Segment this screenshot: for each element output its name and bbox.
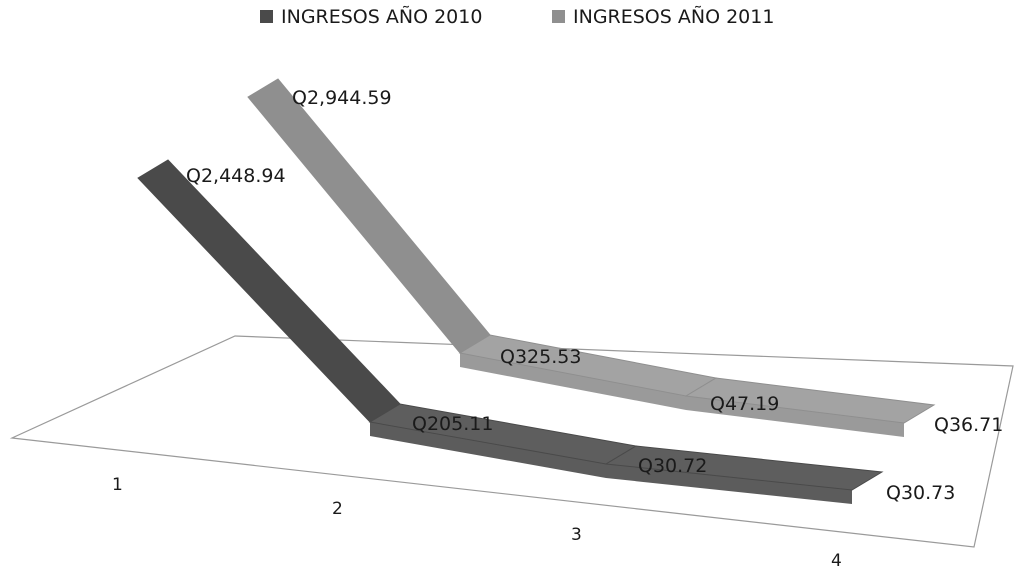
x-tick-label: 4 xyxy=(831,551,842,570)
series-segment-edge xyxy=(686,396,904,437)
series-segment-edge xyxy=(606,464,852,504)
legend-label-2010: INGRESOS AÑO 2010 xyxy=(281,5,482,28)
data-label: Q205.11 xyxy=(412,413,493,435)
data-label: Q47.19 xyxy=(710,393,779,415)
data-label: Q325.53 xyxy=(500,346,581,368)
x-tick-label: 2 xyxy=(332,499,343,519)
legend-label-2011: INGRESOS AÑO 2011 xyxy=(573,5,774,28)
series-2010 xyxy=(137,159,884,504)
data-label: Q36.71 xyxy=(934,414,1003,436)
series-2011 xyxy=(247,78,936,437)
data-label: Q2,944.59 xyxy=(292,87,392,109)
data-labels: Q2,944.59 Q325.53 Q47.19 Q36.71 Q2,448.94 Q20… xyxy=(186,87,1003,504)
legend-swatch-2011 xyxy=(552,10,565,23)
series-segment-edge xyxy=(370,422,606,478)
legend: INGRESOS AÑO 2010 INGRESOS AÑO 2011 xyxy=(260,5,774,28)
x-tick-label: 1 xyxy=(112,475,123,495)
data-label: Q30.73 xyxy=(886,482,955,504)
legend-item-2011: INGRESOS AÑO 2011 xyxy=(552,5,774,28)
series-layer xyxy=(137,78,936,504)
data-label: Q2,448.94 xyxy=(186,165,286,187)
data-label: Q30.72 xyxy=(638,455,707,477)
x-tick-label: 3 xyxy=(571,525,582,545)
legend-item-2010: INGRESOS AÑO 2010 xyxy=(260,5,482,28)
x-axis-ticks: 1 2 3 4 xyxy=(112,475,842,571)
series-segment-edge xyxy=(460,353,686,410)
legend-swatch-2010 xyxy=(260,10,273,23)
